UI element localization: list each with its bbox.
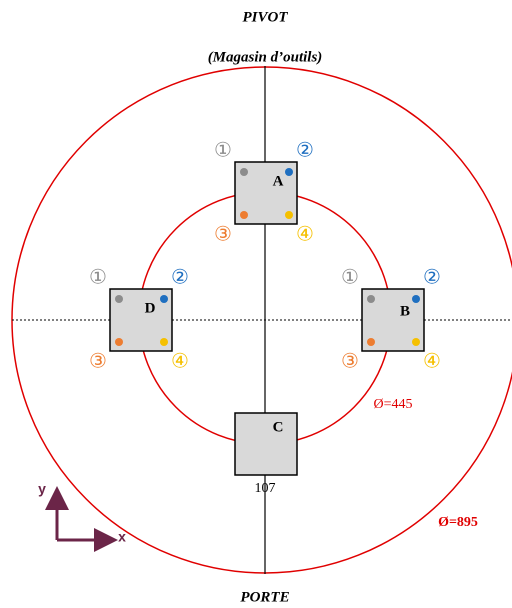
tool-dot bbox=[367, 338, 375, 346]
tool-dot bbox=[412, 338, 420, 346]
y-label: y bbox=[38, 481, 46, 497]
tool-dot bbox=[412, 295, 420, 303]
tool-number: ④ bbox=[171, 350, 189, 372]
subtitle: (Magasin d’outils) bbox=[208, 49, 323, 65]
tool-number: ② bbox=[423, 266, 441, 288]
tool-number: ① bbox=[214, 139, 232, 161]
tool-dot bbox=[240, 211, 248, 219]
tool-number: ③ bbox=[89, 350, 107, 372]
tool-dot bbox=[285, 211, 293, 219]
tool-number: ② bbox=[171, 266, 189, 288]
x-label: x bbox=[118, 529, 126, 545]
station-label: B bbox=[400, 303, 410, 319]
tool-dot bbox=[160, 295, 168, 303]
tool-dot bbox=[240, 168, 248, 176]
outer-diameter: Ø=895 bbox=[438, 515, 478, 530]
tool-dot bbox=[115, 295, 123, 303]
tool-number: ① bbox=[89, 266, 107, 288]
tool-dot bbox=[160, 338, 168, 346]
station-square bbox=[234, 412, 298, 476]
tool-number: ④ bbox=[296, 223, 314, 245]
tool-dot bbox=[367, 295, 375, 303]
station-label: D bbox=[145, 300, 156, 316]
tool-dot bbox=[115, 338, 123, 346]
inner-diameter: Ø=445 bbox=[373, 397, 412, 412]
tool-number: ② bbox=[296, 139, 314, 161]
tool-dot bbox=[285, 168, 293, 176]
square-dimension: 107 bbox=[255, 481, 276, 496]
tool-number: ③ bbox=[341, 350, 359, 372]
tool-number: ① bbox=[341, 266, 359, 288]
tool-number: ④ bbox=[423, 350, 441, 372]
footer-label: PORTE bbox=[240, 589, 289, 605]
tool-number: ③ bbox=[214, 223, 232, 245]
stations: A ① ② ③ ④ D ① ② ③ ④ B ① ② ③ ④ C bbox=[89, 139, 441, 476]
station-label: A bbox=[273, 173, 284, 189]
title: PIVOT bbox=[243, 9, 289, 25]
station-label: C bbox=[273, 419, 284, 435]
